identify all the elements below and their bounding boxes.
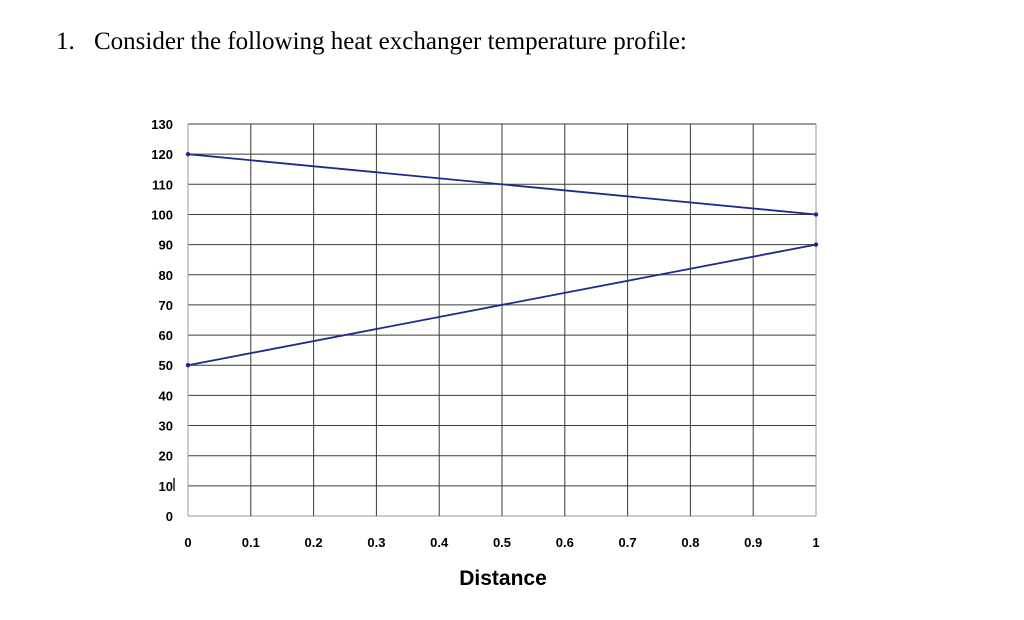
x-tick-label-0.8: 0.8 bbox=[681, 535, 699, 550]
y-tick-label-50: 50 bbox=[159, 358, 173, 373]
x-tick-label-0: 0 bbox=[184, 535, 191, 550]
question-text-block: 1. Consider the following heat exchanger … bbox=[56, 28, 687, 56]
x-tick-label-0.2: 0.2 bbox=[305, 535, 323, 550]
y-tick-label-110: 110 bbox=[152, 177, 173, 192]
y-tick-label-0: 0 bbox=[166, 509, 173, 524]
y-tick-label-90: 90 bbox=[159, 238, 173, 253]
x-tick-label-0.1: 0.1 bbox=[242, 535, 260, 550]
chart-series bbox=[185, 151, 819, 368]
series-1-point-1 bbox=[185, 151, 191, 157]
series-2-point-2 bbox=[813, 242, 819, 247]
x-axis-tick-labels: 0 0.1 0.2 0.3 0.4 0.5 0.6 0.7 0.8 0.9 1 bbox=[184, 535, 819, 550]
y-tick-label-20: 20 bbox=[159, 449, 173, 464]
y-tick-label-10: 10 bbox=[159, 479, 173, 494]
x-tick-label-0.3: 0.3 bbox=[367, 535, 385, 550]
x-axis-title: Distance bbox=[459, 567, 547, 590]
y-tick-label-30: 30 bbox=[159, 419, 173, 434]
series-1-point-2 bbox=[813, 212, 819, 217]
y-tick-label-60: 60 bbox=[159, 328, 173, 343]
y-tick-label-130: 130 bbox=[151, 117, 173, 132]
series-line-2 bbox=[187, 243, 817, 367]
series-2-point-1 bbox=[185, 363, 191, 368]
y-tick-label-80: 80 bbox=[159, 268, 173, 283]
y-tick-label-100: 100 bbox=[151, 207, 173, 222]
x-tick-label-0.6: 0.6 bbox=[556, 535, 574, 550]
y-tick-label-70: 70 bbox=[159, 298, 173, 313]
x-tick-label-1: 1 bbox=[812, 535, 819, 550]
question-number: 1. bbox=[56, 28, 75, 55]
y-tick-label-120: 120 bbox=[151, 147, 173, 162]
chart-grid bbox=[187, 123, 817, 517]
question-prompt: Consider the following heat exchanger te… bbox=[94, 28, 687, 55]
y-tick-label-40: 40 bbox=[159, 388, 173, 403]
x-tick-label-0.5: 0.5 bbox=[493, 535, 511, 550]
x-tick-label-0.7: 0.7 bbox=[619, 535, 637, 550]
x-tick-label-0.9: 0.9 bbox=[744, 535, 762, 550]
series-line-1 bbox=[187, 153, 817, 216]
x-tick-label-0.4: 0.4 bbox=[430, 535, 449, 550]
